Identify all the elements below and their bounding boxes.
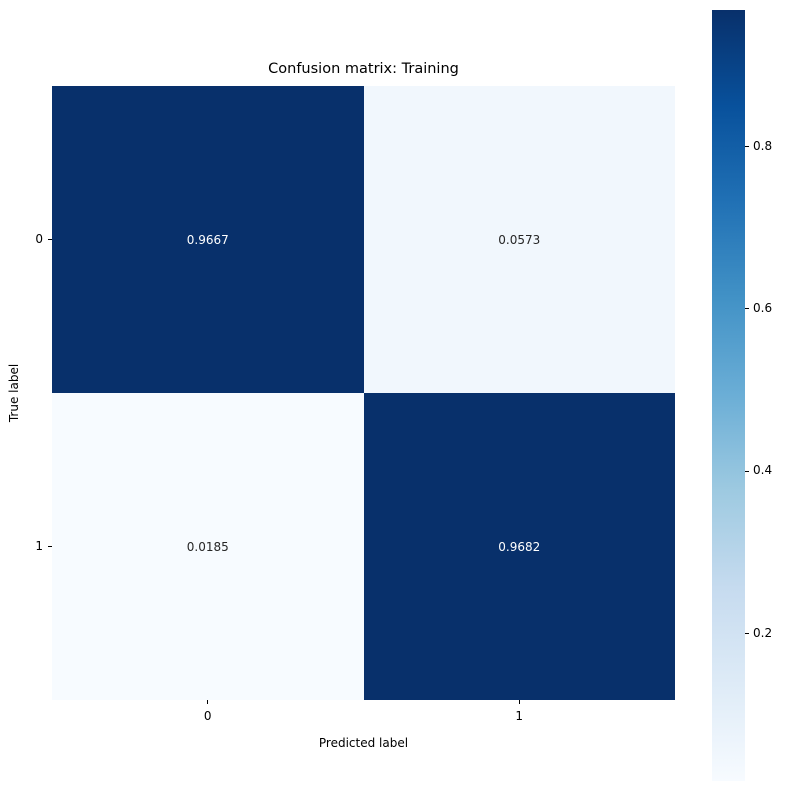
colorbar-tick-label: 0.2 xyxy=(753,625,773,640)
y-tick-mark xyxy=(48,546,52,547)
colorbar-gradient xyxy=(712,10,745,781)
chart-title: Confusion matrix: Training xyxy=(268,61,459,77)
colorbar-tick-mark xyxy=(745,308,749,310)
colorbar-tick-label: 0.6 xyxy=(753,300,773,315)
x-tick-mark xyxy=(518,700,520,704)
heatmap-cell: 0.0185 xyxy=(52,393,364,700)
x-tick-mark xyxy=(207,700,209,704)
y-axis-label: True label xyxy=(7,363,21,423)
colorbar xyxy=(712,10,745,781)
colorbar-tick-mark xyxy=(745,633,749,635)
x-tick-label: 1 xyxy=(515,709,524,723)
x-axis-label: Predicted label xyxy=(318,736,409,750)
colorbar-tick-label: 0.8 xyxy=(753,138,773,153)
heatmap-cell: 0.0573 xyxy=(363,86,675,393)
y-tick-label: 1 xyxy=(35,538,43,553)
heatmap-cell: 0.9667 xyxy=(52,86,364,393)
x-tick-label: 0 xyxy=(203,709,212,723)
colorbar-tick-label: 0.4 xyxy=(753,463,773,478)
colorbar-tick-mark xyxy=(745,470,749,472)
colorbar-tick-mark xyxy=(745,146,749,148)
y-tick-label: 0 xyxy=(35,231,43,246)
heatmap-cell: 0.9682 xyxy=(363,393,675,700)
y-tick-mark xyxy=(48,239,52,240)
heatmap: 0.9667 0.0573 0.0185 0.9682 xyxy=(52,86,675,700)
